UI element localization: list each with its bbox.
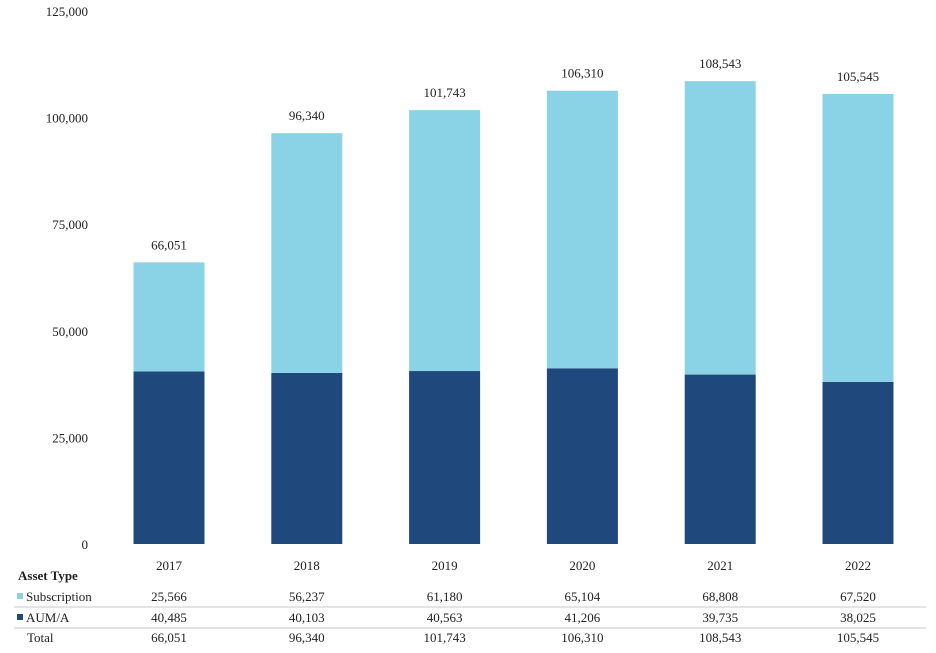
y-tick-label: 125,000 — [46, 4, 88, 19]
bar-subscription-2017 — [133, 262, 205, 372]
bar-aum-a-2019 — [409, 371, 481, 544]
bar-aum-a-2022 — [822, 381, 894, 544]
total-label: 108,543 — [699, 56, 741, 71]
legend-swatch — [17, 593, 23, 599]
table-cell: 68,808 — [702, 589, 738, 604]
x-tick-label: 2017 — [156, 558, 183, 573]
total-label: 106,310 — [561, 66, 603, 81]
y-tick-label: 0 — [82, 537, 89, 552]
table-cell: 56,237 — [289, 589, 325, 604]
table-cell: 40,103 — [289, 610, 325, 625]
table-cell: 101,743 — [423, 630, 465, 645]
table-cell: 40,563 — [427, 610, 463, 625]
table-header: Asset Type — [18, 568, 78, 583]
table-cell: 38,025 — [840, 610, 876, 625]
table-cell: 108,543 — [699, 630, 741, 645]
bar-subscription-2019 — [409, 110, 481, 372]
table-row-label: Subscription — [26, 589, 92, 604]
bar-subscription-2022 — [822, 93, 894, 382]
table-cell: 40,485 — [151, 610, 187, 625]
table-cell: 39,735 — [702, 610, 738, 625]
bar-aum-a-2020 — [546, 368, 618, 544]
table-cell: 25,566 — [151, 589, 187, 604]
table-cell: 106,310 — [561, 630, 603, 645]
total-label: 105,545 — [837, 69, 879, 84]
bar-aum-a-2018 — [271, 373, 343, 544]
legend-swatch — [17, 614, 23, 620]
total-label: 96,340 — [289, 108, 325, 123]
y-tick-label: 100,000 — [46, 111, 88, 126]
bar-subscription-2018 — [271, 133, 343, 374]
x-tick-label: 2020 — [569, 558, 595, 573]
bar-aum-a-2017 — [133, 371, 205, 544]
total-labels: 66,051 96,340 101,743 106,310 108,543 105,545 — [151, 56, 879, 252]
table-row-label: AUM/A — [26, 610, 70, 625]
x-tick-label: 2021 — [707, 558, 733, 573]
table-cell: 67,520 — [840, 589, 876, 604]
table-row-label: Total — [27, 630, 54, 645]
y-axis: 0 25,000 50,000 75,000 100,000 125,000 — [46, 4, 88, 552]
table-cell: 105,545 — [837, 630, 879, 645]
y-tick-label: 25,000 — [52, 430, 88, 445]
y-tick-label: 50,000 — [52, 324, 88, 339]
y-tick-label: 75,000 — [52, 217, 88, 232]
total-label: 101,743 — [423, 85, 465, 100]
table-cell: 96,340 — [289, 630, 325, 645]
data-table: Asset Type Subscription 25,566 56,237 61,18… — [14, 568, 926, 645]
x-axis: 2017 2018 2019 2020 2021 2022 — [156, 558, 871, 573]
x-tick-label: 2018 — [294, 558, 320, 573]
x-tick-label: 2019 — [432, 558, 458, 573]
table-cell: 66,051 — [151, 630, 187, 645]
bar-subscription-2021 — [684, 81, 756, 375]
total-label: 66,051 — [151, 237, 187, 252]
bar-subscription-2020 — [546, 90, 618, 369]
x-tick-label: 2022 — [845, 558, 871, 573]
table-cell: 41,206 — [565, 610, 601, 625]
bar-aum-a-2021 — [684, 374, 756, 544]
table-cell: 65,104 — [565, 589, 601, 604]
table-cell: 61,180 — [427, 589, 463, 604]
bars — [133, 81, 894, 544]
